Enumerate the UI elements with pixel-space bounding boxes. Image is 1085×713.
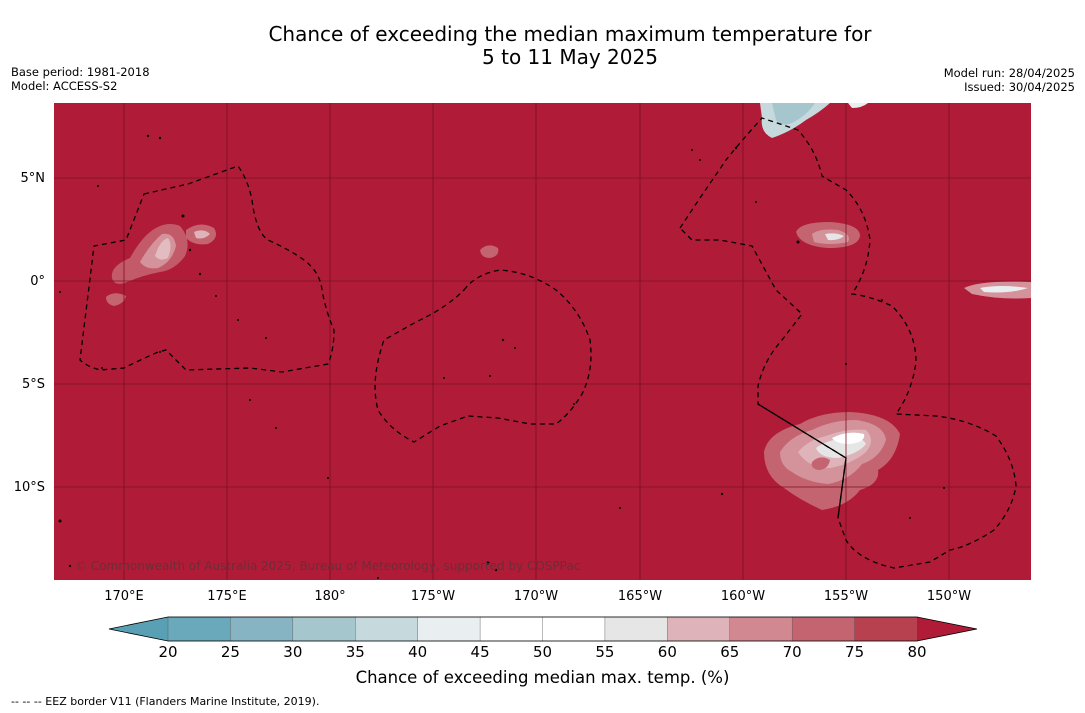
colorbar-tick-label: 35 [345,643,365,661]
patch-gilbert-east-inner [194,230,210,239]
colorbar-bin [230,616,294,642]
base-period: Base period: 1981-2018 [11,65,150,79]
eez-gilbert [79,165,335,373]
map-title-line2: 5 to 11 May 2025 [482,45,658,69]
colorbar-bin [479,616,544,642]
colorbar-over-arrow [917,617,977,641]
patch-line-north-core [825,233,844,241]
patch-north-cold-2 [848,103,868,108]
colorbar-tick-label: 25 [220,643,240,661]
lon-label-150w: 150°W [926,589,972,604]
map-background [54,103,1031,580]
colorbar-bin [167,616,232,642]
meta-right: Model run: 28/04/2025 Issued: 30/04/2025 [944,66,1075,94]
patch-gilbert-small [106,293,126,306]
patch-south-spot [811,457,830,470]
colorbar-tick-label: 80 [907,643,927,661]
patch-east-edge-inner [980,286,1028,293]
colorbar-tick-label: 70 [782,643,802,661]
copyright-credit: © Commonwealth of Australia 2025, Bureau… [75,559,581,573]
patch-south-55 [832,432,865,444]
boundary-solid [757,403,847,519]
colorbar-bins [167,616,918,642]
colorbar [108,616,978,642]
model-name: Model: ACCESS-S2 [11,79,118,93]
graticule [54,103,1031,580]
colorbar-bin [292,616,356,642]
eez-borders [79,117,1017,569]
eez-line [679,117,1017,569]
lat-label-10s: 10°S [13,480,45,495]
probability-patches [106,103,1031,510]
colorbar-bin [355,616,419,642]
colorbar-tick-label: 20 [158,643,178,661]
colorbar-bin [854,616,918,642]
colorbar-tick-label: 50 [532,643,553,661]
colorbar-under-arrow [109,617,168,641]
map-title-line1: Chance of exceeding the median maximum t… [268,22,872,46]
lon-label-165w: 165°W [617,589,663,604]
patch-north-cold-inner [772,103,815,125]
lon-label-170e: 170°E [104,589,144,604]
colorbar-bin [542,616,606,642]
lon-label-175w: 175°W [410,589,456,604]
model-run: Model run: 28/04/2025 [943,66,1075,80]
colorbar-bin [729,616,793,642]
eez-phoenix [374,269,592,443]
colorbar-tick-label: 40 [408,643,428,661]
colorbar-tick-label: 65 [720,643,740,661]
colorbar-tick-label: 75 [845,643,865,661]
meta-left: Base period: 1981-2018 Model: ACCESS-S2 [11,65,150,93]
lat-label-5s: 5°S [21,377,45,392]
colorbar-tick-label: 55 [595,643,615,661]
colorbar-bin [667,616,731,642]
patch-gilbert-60 [155,238,171,260]
colorbar-tick-label: 60 [657,643,677,661]
lon-label-155w: 155°W [823,589,869,604]
colorbar-outline [108,616,978,642]
lon-label-175e: 175°E [207,589,247,604]
colorbar-tick-label: 45 [470,643,490,661]
lat-label-0: 0° [30,274,45,289]
colorbar-bin [604,616,669,642]
lon-label-160w: 160°W [720,589,766,604]
eez-legend-note: -- -- -- EEZ border V11 (Flanders Marine… [11,695,320,708]
lon-label-180: 180° [314,589,346,604]
lat-label-5n: 5°N [20,171,46,186]
issued-date: Issued: 30/04/2025 [964,80,1075,94]
colorbar-tick-label: 30 [283,643,303,661]
colorbar-label: Chance of exceeding median max. temp. (%… [355,668,730,687]
lon-label-170w: 170°W [513,589,559,604]
island-dots [58,134,945,579]
colorbar-bin [417,616,481,642]
patch-central-small [480,245,499,258]
colorbar-bin [791,616,856,642]
